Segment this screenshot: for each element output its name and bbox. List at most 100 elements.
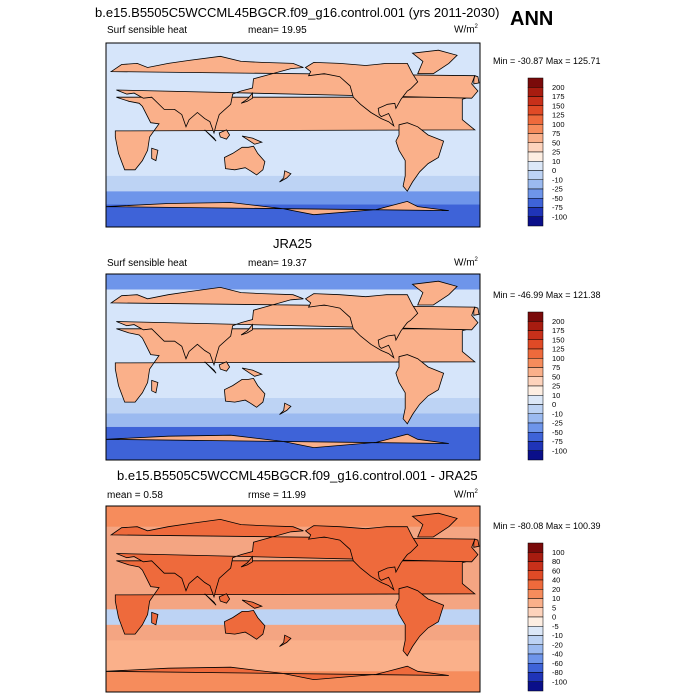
colorbar-swatch: [527, 330, 544, 340]
panel-2-variable-label: Surf sensible heat: [107, 258, 188, 269]
colorbar-swatch: [527, 311, 544, 322]
continent-outline: [411, 512, 458, 538]
colorbar-swatch: [527, 87, 544, 97]
continent-outline: [240, 92, 253, 104]
colorbar-tick-label: -100: [552, 677, 567, 686]
colorbar-swatch: [527, 441, 544, 451]
continent-outline: [304, 293, 419, 359]
panel-1-variable-label: Surf sensible heat: [107, 25, 188, 36]
continent-outline: [218, 593, 231, 604]
continent-outline: [204, 593, 217, 606]
tropic-band: [106, 609, 480, 625]
continent-outline: [204, 129, 217, 142]
colorbar-tick-label: 10: [552, 391, 560, 400]
colorbar-swatch: [527, 96, 544, 106]
colorbar-tick-label: -25: [552, 185, 563, 194]
colorbar-tick-label: 25: [552, 148, 560, 157]
colorbar-tick-label: -100: [552, 212, 567, 221]
colorbar-tick-label: 0: [552, 400, 556, 409]
colorbar-swatch: [527, 607, 544, 618]
continent-outline: [151, 147, 159, 162]
colorbar-swatch: [527, 579, 544, 590]
colorbar-swatch: [527, 358, 544, 368]
colorbar-swatch: [527, 432, 544, 442]
colorbar-swatch: [527, 133, 544, 143]
colorbar-swatch: [527, 552, 544, 562]
midlatitude-band: [106, 398, 480, 414]
continent-outline: [240, 323, 253, 336]
colorbar-tick-label: 200: [552, 317, 565, 326]
colorbar-swatch: [527, 105, 544, 116]
continent-outline: [473, 75, 480, 85]
colorbar-tick-label: 125: [552, 111, 565, 120]
panel-2-title: JRA25: [273, 236, 313, 251]
colorbar-swatch: [527, 142, 544, 153]
continent-outline: [395, 122, 445, 192]
colorbar-tick-label: -75: [552, 437, 563, 446]
arctic-band: [106, 274, 480, 290]
colorbar-tick-label: -40: [552, 650, 563, 659]
continent-outline: [223, 609, 266, 640]
colorbar-swatch: [527, 114, 544, 125]
colorbar-tick-label: 5: [552, 603, 556, 612]
panel-3-mean-label: mean = 0.58: [107, 490, 163, 501]
colorbar-tick-label: -10: [552, 631, 563, 640]
continent-outline: [218, 129, 231, 140]
colorbar-tick-label: 60: [552, 566, 560, 575]
panel-2-map: [105, 273, 481, 461]
colorbar-swatch: [527, 681, 544, 692]
colorbar-tick-label: -25: [552, 419, 563, 428]
antarctic-band: [106, 671, 480, 692]
panel-3-rmse-label: rmse = 11.99: [248, 490, 306, 501]
continent-outline: [411, 49, 458, 75]
colorbar-swatch: [527, 207, 544, 217]
colorbar-tick-label: 75: [552, 129, 560, 138]
colorbar-tick-label: 0: [552, 166, 556, 175]
continent-outline: [473, 538, 480, 548]
colorbar-swatch: [527, 376, 544, 387]
continent-outline: [223, 145, 266, 176]
colorbar-tick-label: 10: [552, 594, 560, 603]
colorbar-tick-label: -60: [552, 659, 563, 668]
colorbar-tick-label: 175: [552, 92, 565, 101]
colorbar-swatch: [527, 589, 544, 599]
continent-outline: [241, 367, 263, 377]
colorbar-tick-label: 10: [552, 157, 560, 166]
colorbar-swatch: [527, 170, 544, 180]
colorbar-swatch: [527, 216, 544, 227]
colorbar-swatch: [527, 198, 544, 208]
panel-2-units: W/m2: [454, 257, 478, 269]
continent-outline: [218, 361, 231, 372]
colorbar-swatch: [527, 179, 544, 190]
panel-1-mean-label: mean= 19.95: [248, 25, 307, 36]
colorbar-tick-label: 100: [552, 354, 565, 363]
southern-ocean-band: [106, 413, 480, 427]
continent-outline: [279, 170, 292, 183]
colorbar-swatch: [527, 339, 544, 350]
continent-outline: [151, 611, 159, 626]
colorbar-swatch: [527, 124, 544, 134]
colorbar-swatch: [527, 77, 544, 88]
colorbar-tick-label: 0: [552, 613, 556, 622]
colorbar-swatch: [527, 653, 544, 664]
panel-3-units: W/m2: [454, 489, 478, 501]
colorbar-swatch: [527, 422, 544, 433]
colorbar-tick-label: -20: [552, 640, 563, 649]
colorbar-tick-label: 40: [552, 576, 560, 585]
colorbar-swatch: [527, 413, 544, 424]
colorbar-tick-label: 50: [552, 138, 560, 147]
colorbar-swatch: [527, 561, 544, 571]
colorbar-swatch: [527, 635, 544, 645]
panel-1-title: b.e15.B5505C5WCCML45BGCR.f09_g16.control…: [95, 5, 500, 20]
colorbar-tick-label: 100: [552, 548, 565, 557]
continent-outline: [304, 525, 419, 591]
arctic-band: [106, 506, 480, 527]
panel-1-units: W/m2: [454, 24, 478, 36]
colorbar-tick-label: 125: [552, 345, 565, 354]
colorbar-tick-label: 200: [552, 83, 565, 92]
continent-outline: [204, 361, 217, 374]
panel-3-title: b.e15.B5505C5WCCML45BGCR.f09_g16.control…: [117, 468, 478, 483]
map-frame: [105, 273, 481, 461]
